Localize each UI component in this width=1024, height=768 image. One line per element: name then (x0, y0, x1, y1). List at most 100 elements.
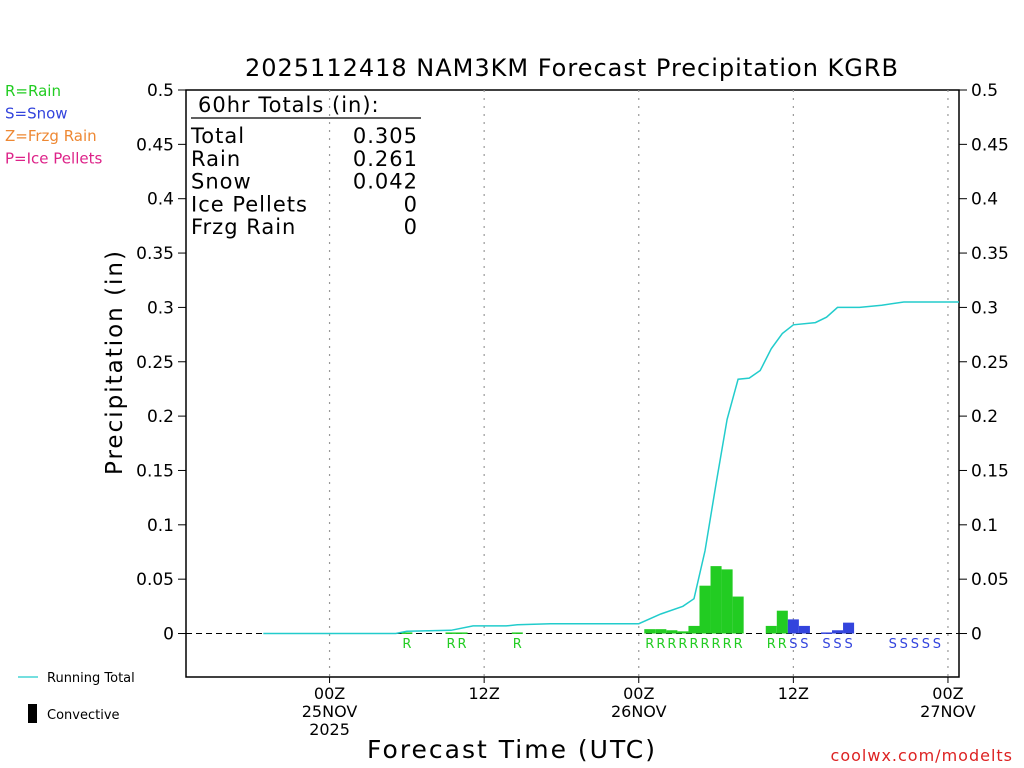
totals-value: 0 (404, 215, 418, 239)
totals-label: Ice Pellets (191, 192, 308, 216)
precip-bar (732, 596, 744, 634)
type-marker: S (833, 637, 841, 652)
y-tick-label-right: 0.25 (971, 353, 1009, 373)
type-marker: R (678, 637, 687, 652)
precip-bar (776, 610, 788, 634)
y-axis-ticks: 0 00.05 0.050.1 0.10.15 0.150.2 0.20.25 0.250.… (136, 81, 1009, 645)
x-tick-label: 00Z (314, 684, 345, 703)
x-tick-label: 2025 (309, 720, 350, 739)
y-tick-label-left: 0.5 (147, 81, 174, 101)
totals-value: 0.305 (353, 124, 418, 148)
precip-bar (511, 632, 523, 634)
type-marker: S (844, 637, 852, 652)
precip-bar (445, 632, 457, 634)
y-tick-label-left: 0.2 (147, 407, 174, 427)
y-tick-label-right: 0.3 (971, 298, 998, 318)
plot-frame (185, 89, 960, 678)
x-axis-label: Forecast Time (UTC) (367, 735, 657, 764)
totals-header: 60hr Totals (in): (198, 93, 380, 117)
precip-bar (721, 569, 733, 634)
y-tick-label-right: 0.1 (971, 516, 998, 536)
y-tick-label-left: 0.25 (136, 353, 174, 373)
y-tick-label-left: 0.35 (136, 244, 174, 264)
y-tick-label-right: 0.35 (971, 244, 1009, 264)
totals-box: 60hr Totals (in): Total 0.305 Rain 0.261 Sno… (190, 93, 421, 239)
y-tick-label-left: 0.05 (136, 570, 174, 590)
type-marker: S (911, 637, 919, 652)
type-marker: S (889, 637, 897, 652)
y-tick-label-right: 0.15 (971, 461, 1009, 481)
precip-bar (832, 630, 844, 634)
x-tick-label: 12Z (778, 684, 809, 703)
credit-text: coolwx.com/modelts (831, 746, 1013, 765)
precip-bar (677, 631, 689, 634)
type-marker: S (900, 637, 908, 652)
precip-bar (688, 625, 700, 634)
totals-value: 0.261 (353, 147, 418, 171)
precip-bar (644, 629, 656, 634)
convective-legend-label: Convective (47, 708, 120, 723)
type-marker: S (933, 637, 941, 652)
type-marker: R (402, 637, 411, 652)
x-tick-label: 00Z (932, 684, 963, 703)
type-marker: R (723, 637, 732, 652)
precip-bar (699, 585, 711, 634)
x-tick-label: 00Z (623, 684, 654, 703)
x-tick-label: 25NOV (302, 702, 358, 721)
type-marker: R (667, 637, 676, 652)
precip-bar (787, 619, 799, 634)
type-marker: R (656, 637, 665, 652)
precip-bar (710, 566, 722, 634)
precip-bar (843, 622, 855, 634)
convective-legend-swatch (28, 704, 37, 723)
precip-type-legend: R=Rain S=Snow Z=Frzg Rain P=Ice Pellets (5, 82, 102, 168)
type-marker: R (712, 637, 721, 652)
type-marker: S (800, 637, 808, 652)
y-tick-label-left: 0.45 (136, 135, 174, 155)
totals-value: 0.042 (353, 170, 418, 194)
type-marker: R (734, 637, 743, 652)
precip-bar (655, 629, 667, 634)
chart-title: 2025112418 NAM3KM Forecast Precipitation… (245, 54, 899, 82)
bottom-legend: Running Total Convective (18, 671, 135, 723)
y-axis-label: Precipitation (in) (102, 249, 128, 475)
x-tick-label: 26NOV (611, 702, 667, 721)
running-total-line (263, 301, 959, 635)
x-tick-label: 27NOV (920, 702, 976, 721)
y-tick-label-left: 0 (163, 625, 174, 645)
precip-bar (666, 630, 678, 634)
y-tick-label-right: 0.45 (971, 135, 1009, 155)
y-tick-label-left: 0.4 (147, 190, 174, 210)
running-total-legend-label: Running Total (47, 671, 135, 686)
type-marker: S (822, 637, 830, 652)
type-marker: R (700, 637, 709, 652)
type-marker: R (645, 637, 654, 652)
precip-bars (401, 566, 855, 634)
y-tick-label-right: 0 (971, 625, 982, 645)
totals-label: Snow (191, 170, 252, 194)
type-marker: R (767, 637, 776, 652)
type-marker: R (689, 637, 698, 652)
type-marker: R (778, 637, 787, 652)
type-marker: S (922, 637, 930, 652)
y-tick-label-right: 0.2 (971, 407, 998, 427)
legend-type-r: R=Rain (5, 82, 61, 100)
type-marker: R (447, 637, 456, 652)
legend-type-p: P=Ice Pellets (5, 150, 102, 168)
y-tick-label-left: 0.15 (136, 461, 174, 481)
type-marker: R (513, 637, 522, 652)
precip-bar (765, 625, 777, 634)
totals-label: Frzg Rain (191, 215, 296, 239)
vertical-gridlines (328, 90, 949, 677)
precip-bar (401, 632, 413, 634)
y-tick-label-left: 0.3 (147, 298, 174, 318)
y-tick-label-right: 0.5 (971, 81, 998, 101)
x-tick-label: 12Z (468, 684, 499, 703)
type-marker: R (458, 637, 467, 652)
type-marker: S (789, 637, 797, 652)
y-tick-label-right: 0.4 (971, 190, 998, 210)
totals-value: 0 (404, 192, 418, 216)
